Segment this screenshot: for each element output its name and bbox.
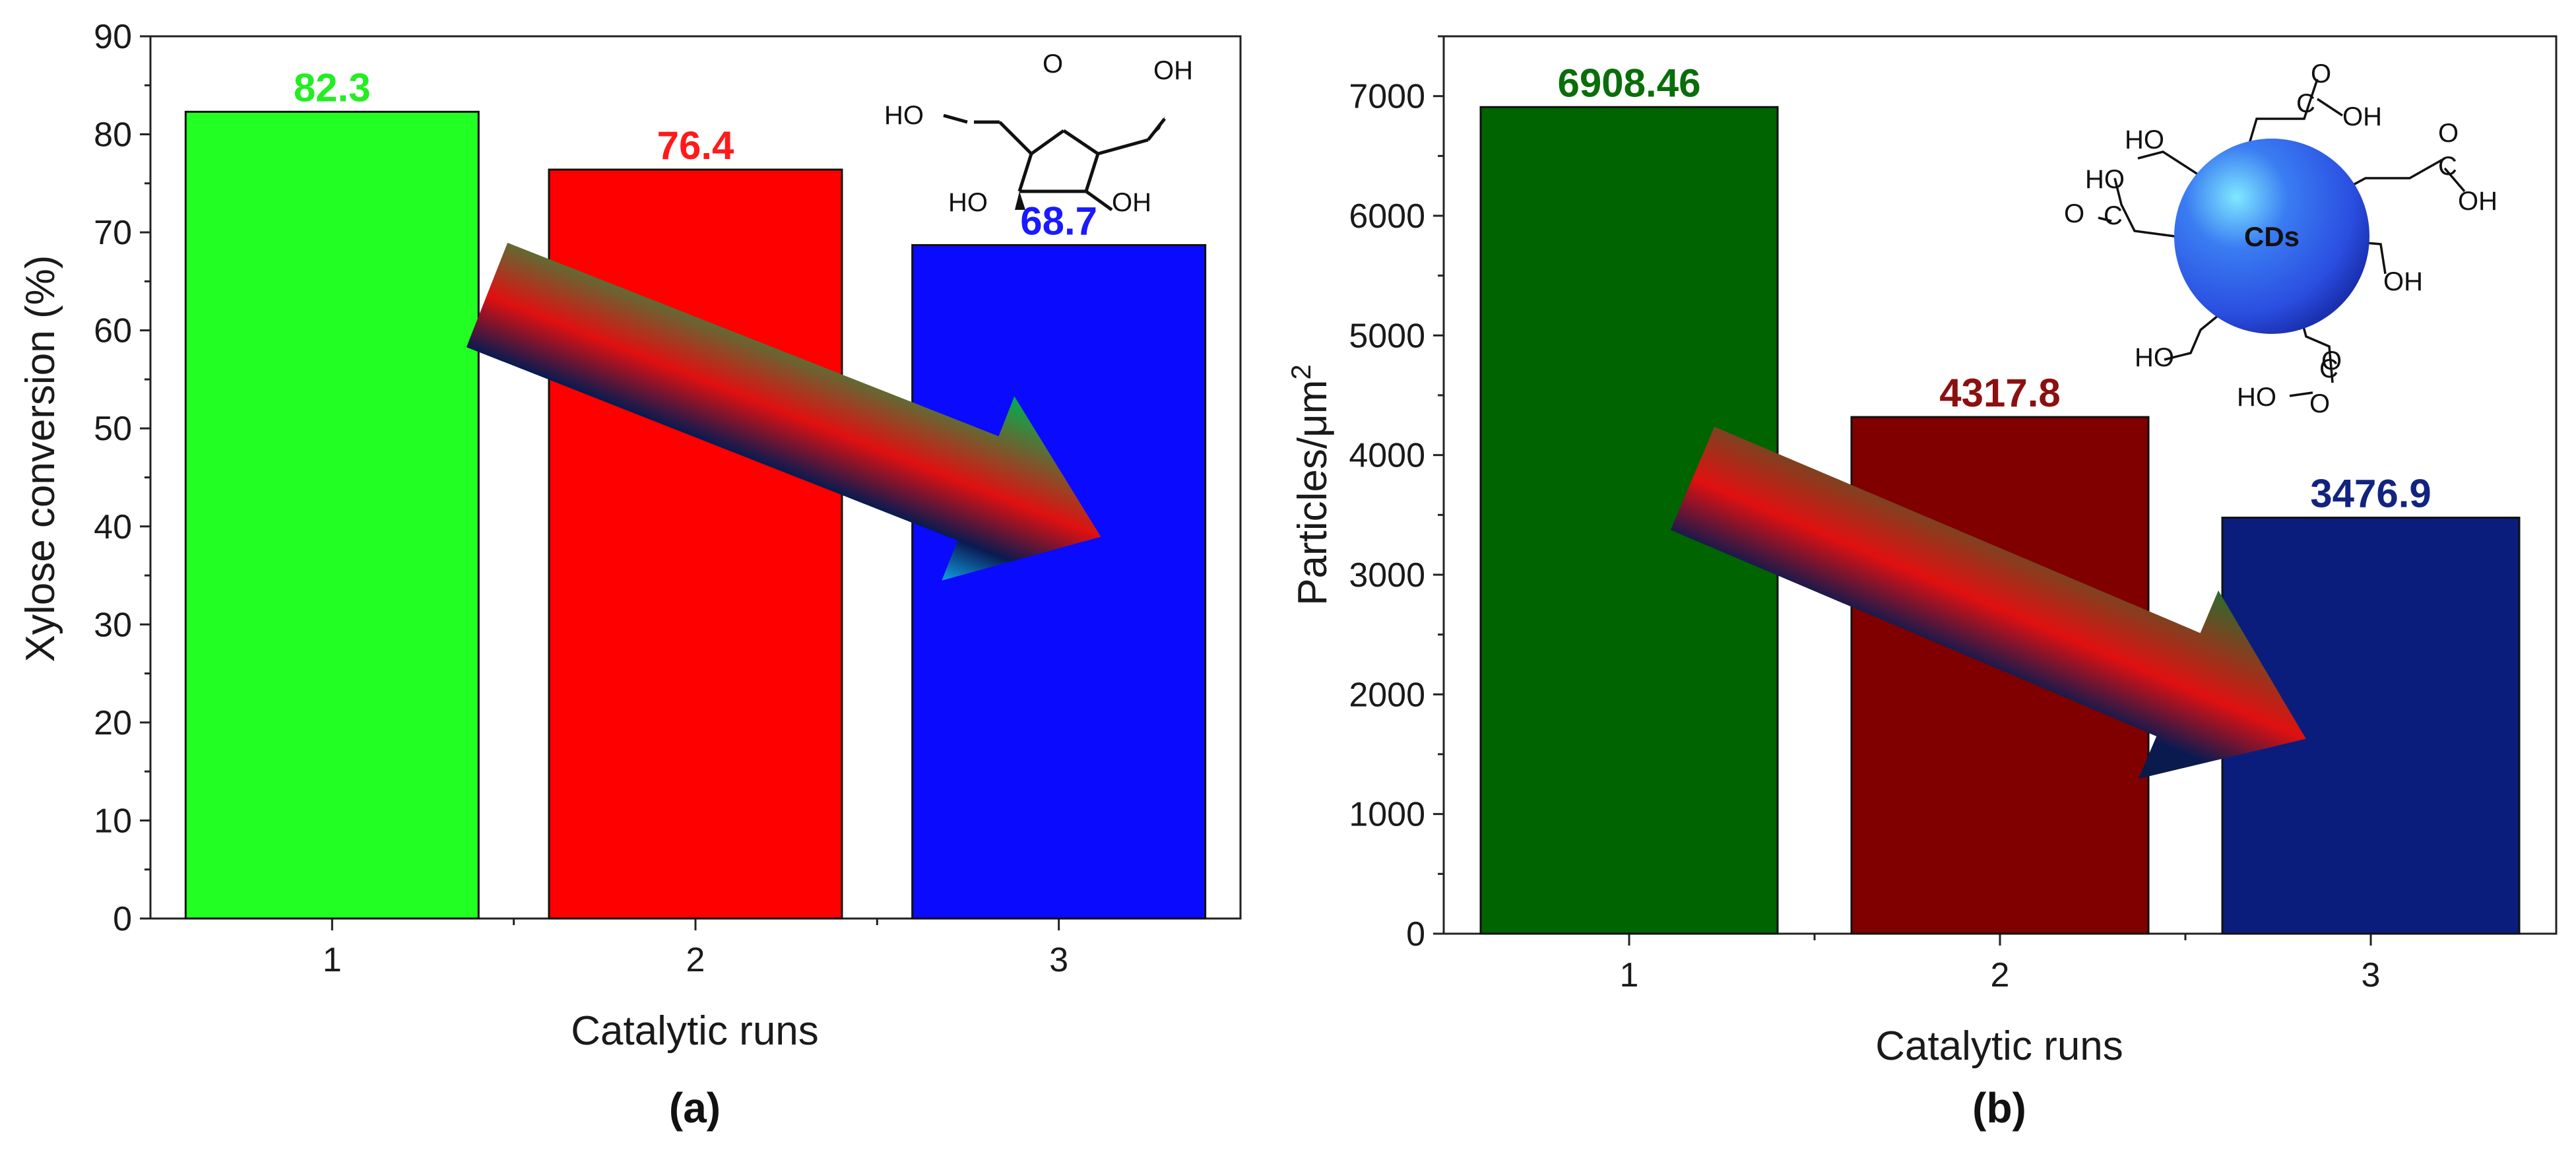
panel-a-y-tick-label: 0: [113, 900, 132, 938]
panel-a-y-tick-label: 40: [94, 508, 132, 546]
cds-atom-label: C: [2296, 89, 2315, 118]
panel-a-label: (a): [669, 1084, 721, 1132]
panel-a-y-tick-label: 50: [94, 410, 132, 448]
xylose-atom-label: OH: [1112, 188, 1151, 217]
panel-a-chart: 0 10 20 30 40 50 60 70 80 90 1 2 3 82.3 76.4 68.7 Xylo…: [18, 18, 1242, 1132]
panel-b-x-tick-label: 2: [1991, 956, 2010, 994]
cds-atom-label: O: [2309, 389, 2330, 418]
panel-b-axes: 0 1000 2000 3000 4000 5000 6000 7000 1 2 3: [1349, 35, 2558, 994]
panel-a-trend-arrow: [466, 242, 1101, 581]
panel-a-y-tick-label: 10: [94, 802, 132, 840]
panel-a-value-label: 68.7: [1020, 199, 1097, 243]
panel-a-y-tick-label: 80: [94, 116, 132, 154]
panel-b-x-tick-label: 3: [2362, 956, 2381, 994]
panel-a-y-axis-title: Xylose conversion (%): [18, 255, 63, 662]
cds-atom-label: O: [2064, 199, 2084, 228]
xylose-atom-label: HO: [948, 188, 988, 217]
panel-b-y-tick-label: 2000: [1349, 676, 1425, 714]
panel-b-value-labels: 6908.46 4317.8 3476.9: [1558, 61, 2431, 515]
panel-b-value-label: 6908.46: [1558, 61, 1701, 105]
panel-b-x-tick-label: 1: [1620, 956, 1639, 994]
cds-atom-label: OH: [2383, 267, 2423, 296]
panel-b-y-tick-label: 3000: [1349, 556, 1425, 595]
panel-a-x-tick-label: 1: [323, 941, 342, 979]
cds-atom-label: C: [2438, 152, 2457, 181]
carbon-dot-sphere: [2174, 139, 2369, 334]
panel-b-y-tick-label: 6000: [1349, 197, 1425, 236]
panel-a-x-tick-label: 2: [686, 941, 705, 979]
xylose-wedge-bond: [1015, 191, 1025, 210]
cds-center-label: CDs: [2244, 221, 2300, 252]
panel-b-y-tick-label: 7000: [1349, 78, 1425, 116]
panel-a-value-label: 76.4: [657, 123, 734, 168]
panel-a-y-tick-label: 70: [94, 214, 132, 252]
panel-a-value-label: 82.3: [294, 65, 371, 110]
panel-b-y-tick-label: 0: [1406, 915, 1425, 953]
cds-atom-label: HO: [2237, 383, 2276, 412]
panel-a-y-tick-label: 20: [94, 704, 132, 742]
panel-a-y-tick-label: 30: [94, 606, 132, 644]
panel-b-value-label: 3476.9: [2310, 472, 2431, 516]
panel-b-y-axis-title-text: Particles/μm: [1290, 380, 1336, 606]
panel-a-xylose-structure-inset: HO O OH HO OH: [884, 49, 1193, 217]
panel-b-y-tick-label: 4000: [1349, 437, 1425, 475]
cds-atom-label: O: [2311, 59, 2331, 88]
xylose-atom-label: OH: [1153, 56, 1193, 85]
cds-atom-label: O: [2438, 119, 2459, 148]
xylose-atom-label: HO: [884, 101, 924, 130]
cds-atom-label: OH: [2458, 187, 2497, 216]
cds-atom-label: HO: [2125, 125, 2164, 154]
cds-atom-label: HO: [2085, 165, 2125, 194]
panel-b-cds-structure-inset: O C OH HO HO O C O C OH HO OH HO C O O C…: [2064, 59, 2497, 418]
panel-b-label: (b): [1972, 1084, 2026, 1132]
cds-atom-label: HO: [2135, 343, 2174, 372]
panel-b-y-axis-title: Particles/μm2: [1285, 364, 1336, 606]
panel-a-value-labels: 82.3 76.4 68.7: [294, 65, 1097, 243]
panel-b-chart: 0 1000 2000 3000 4000 5000 6000 7000 1 2 3 6908.46…: [1285, 35, 2558, 1132]
xylose-atom-label: O: [1043, 49, 1063, 79]
cds-atom-label: O: [2321, 346, 2342, 375]
panel-a-x-tick-label: 3: [1049, 941, 1068, 979]
cds-atom-label: C: [2319, 354, 2338, 383]
panel-b-y-axis-title-superscript: 2: [1285, 364, 1316, 379]
panel-a-y-tick-label: 60: [94, 312, 132, 350]
panel-b-y-tick-label: 1000: [1349, 796, 1425, 834]
cds-atom-label: OH: [2342, 102, 2382, 131]
panel-b-x-axis-title: Catalytic runs: [1875, 1023, 2123, 1069]
panel-a-axes: 0 10 20 30 40 50 60 70 80 90 1 2 3: [94, 18, 1242, 979]
panel-a-bar: [911, 243, 1207, 920]
panel-b-value-label: 4317.8: [1939, 371, 2061, 415]
panel-a-bar: [184, 110, 480, 920]
panel-b-y-tick-label: 5000: [1349, 317, 1425, 355]
xylose-wedge-bond: [1148, 116, 1165, 140]
panel-b-trend-arrow: [1670, 426, 2306, 779]
cds-atom-label: C: [2104, 201, 2123, 230]
panel-a-x-axis-title: Catalytic runs: [571, 1008, 819, 1054]
panel-a-y-tick-label: 90: [94, 18, 132, 56]
